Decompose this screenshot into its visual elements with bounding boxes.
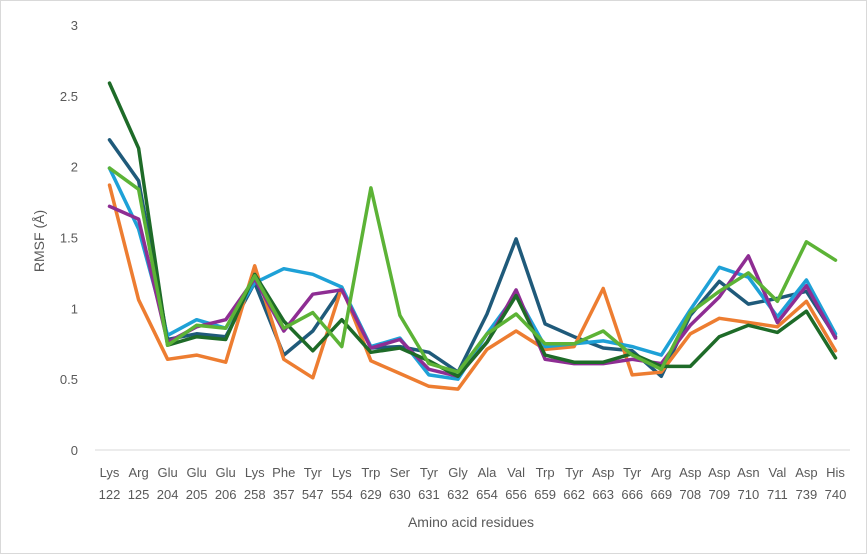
x-tick-label: Phe 357 <box>272 465 295 502</box>
series-line-5 <box>107 81 838 379</box>
x-tick-label: Lys 258 <box>244 465 266 502</box>
x-tick-label: Asp 663 <box>592 465 614 502</box>
x-tick-label: Glu 206 <box>215 465 237 502</box>
x-tick-label: Gly 632 <box>447 465 469 502</box>
x-tick-label: Lys 554 <box>331 465 353 502</box>
y-tick-label: 1.5 <box>60 231 78 246</box>
x-axis-ticks: Lys 122 Arg 125 Glu 204 Glu 205 Glu 206 Lys 258 Phe 3… <box>99 465 847 502</box>
x-tick-label: Asp 709 <box>708 465 730 502</box>
y-axis-ticks: 0 0.5 1 1.5 2 2.5 3 <box>60 18 78 458</box>
x-tick-label: His 740 <box>825 465 847 502</box>
x-tick-label: Arg 669 <box>650 465 672 502</box>
x-tick-label: Asn 710 <box>737 465 759 502</box>
series-line-3 <box>107 166 838 381</box>
x-tick-label: Tyr 666 <box>621 465 643 502</box>
x-tick-label: Tyr 547 <box>302 465 324 502</box>
y-tick-label: 0 <box>71 443 78 458</box>
series-line-6 <box>107 166 838 374</box>
y-tick-label: 0.5 <box>60 372 78 387</box>
series-line-2 <box>107 183 838 391</box>
x-tick-label: Tyr 631 <box>418 465 440 502</box>
x-tick-label: Arg 125 <box>128 465 150 502</box>
series-line-1 <box>107 138 838 379</box>
y-tick-label: 2.5 <box>60 89 78 104</box>
x-axis-title: Amino acid residues <box>408 514 534 530</box>
y-tick-label: 3 <box>71 18 78 33</box>
y-tick-label: 1 <box>71 301 78 316</box>
x-tick-label: Asp 739 <box>795 465 817 502</box>
x-tick-label: Val 656 <box>505 465 527 502</box>
x-tick-label: Ala 654 <box>476 465 498 502</box>
y-axis-title: RMSF (Å) <box>31 210 47 272</box>
x-tick-label: Lys 122 <box>99 465 121 502</box>
x-tick-label: Asp 708 <box>679 465 701 502</box>
x-tick-label: Trp 629 <box>360 465 382 502</box>
y-tick-label: 2 <box>71 160 78 175</box>
x-tick-label: Val 711 <box>767 465 788 502</box>
series-lines <box>107 81 838 391</box>
x-tick-label: Trp 659 <box>534 465 556 502</box>
x-tick-label: Tyr 662 <box>563 465 585 502</box>
x-tick-label: Glu 205 <box>186 465 208 502</box>
x-tick-label: Ser 630 <box>389 465 411 502</box>
x-tick-label: Glu 204 <box>157 465 179 502</box>
